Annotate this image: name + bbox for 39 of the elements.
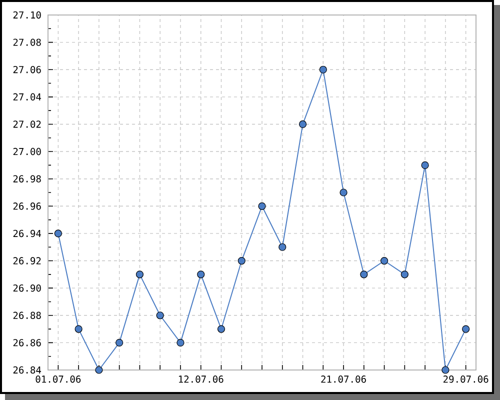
point (340, 188, 348, 196)
point (54, 230, 62, 238)
y-tick-label: 26.94 (13, 230, 42, 238)
point (238, 256, 246, 265)
point (95, 366, 103, 374)
y-tick-label: 27.10 (13, 11, 41, 19)
y-tick-label: 27.06 (13, 66, 41, 74)
point (176, 338, 184, 346)
point (319, 66, 327, 74)
point (136, 270, 144, 278)
point (442, 366, 450, 374)
point (380, 256, 388, 265)
point (298, 120, 307, 128)
x-tick-label: 12.07.06 (178, 376, 224, 383)
point (156, 312, 164, 320)
y-tick-label: 27.04 (13, 93, 42, 101)
x-tick-label: 29.07.06 (443, 376, 488, 383)
y-tick-label: 26.96 (13, 202, 41, 210)
y-tick-label: 27.02 (13, 120, 41, 128)
x-tick-label: 01.07.06 (36, 376, 81, 383)
y-tick-label: 26.92 (13, 257, 41, 264)
y-tick-label: 26.90 (13, 284, 41, 292)
point (197, 270, 205, 278)
x-tick-label: 21.07.06 (321, 376, 366, 383)
point (116, 338, 124, 346)
point (258, 202, 266, 210)
point (400, 270, 408, 278)
point (462, 325, 470, 333)
point (217, 325, 226, 333)
point (74, 325, 82, 333)
y-tick-label: 27.00 (13, 148, 41, 156)
point (421, 161, 429, 169)
y-tick-label: 27.08 (13, 38, 41, 46)
point (278, 243, 286, 251)
y-tick-label: 26.88 (13, 312, 41, 320)
y-tick-label: 26.98 (13, 175, 41, 182)
y-tick-label: 26.84 (13, 366, 42, 374)
y-tick-label: 26.86 (13, 339, 41, 346)
point (360, 270, 368, 278)
